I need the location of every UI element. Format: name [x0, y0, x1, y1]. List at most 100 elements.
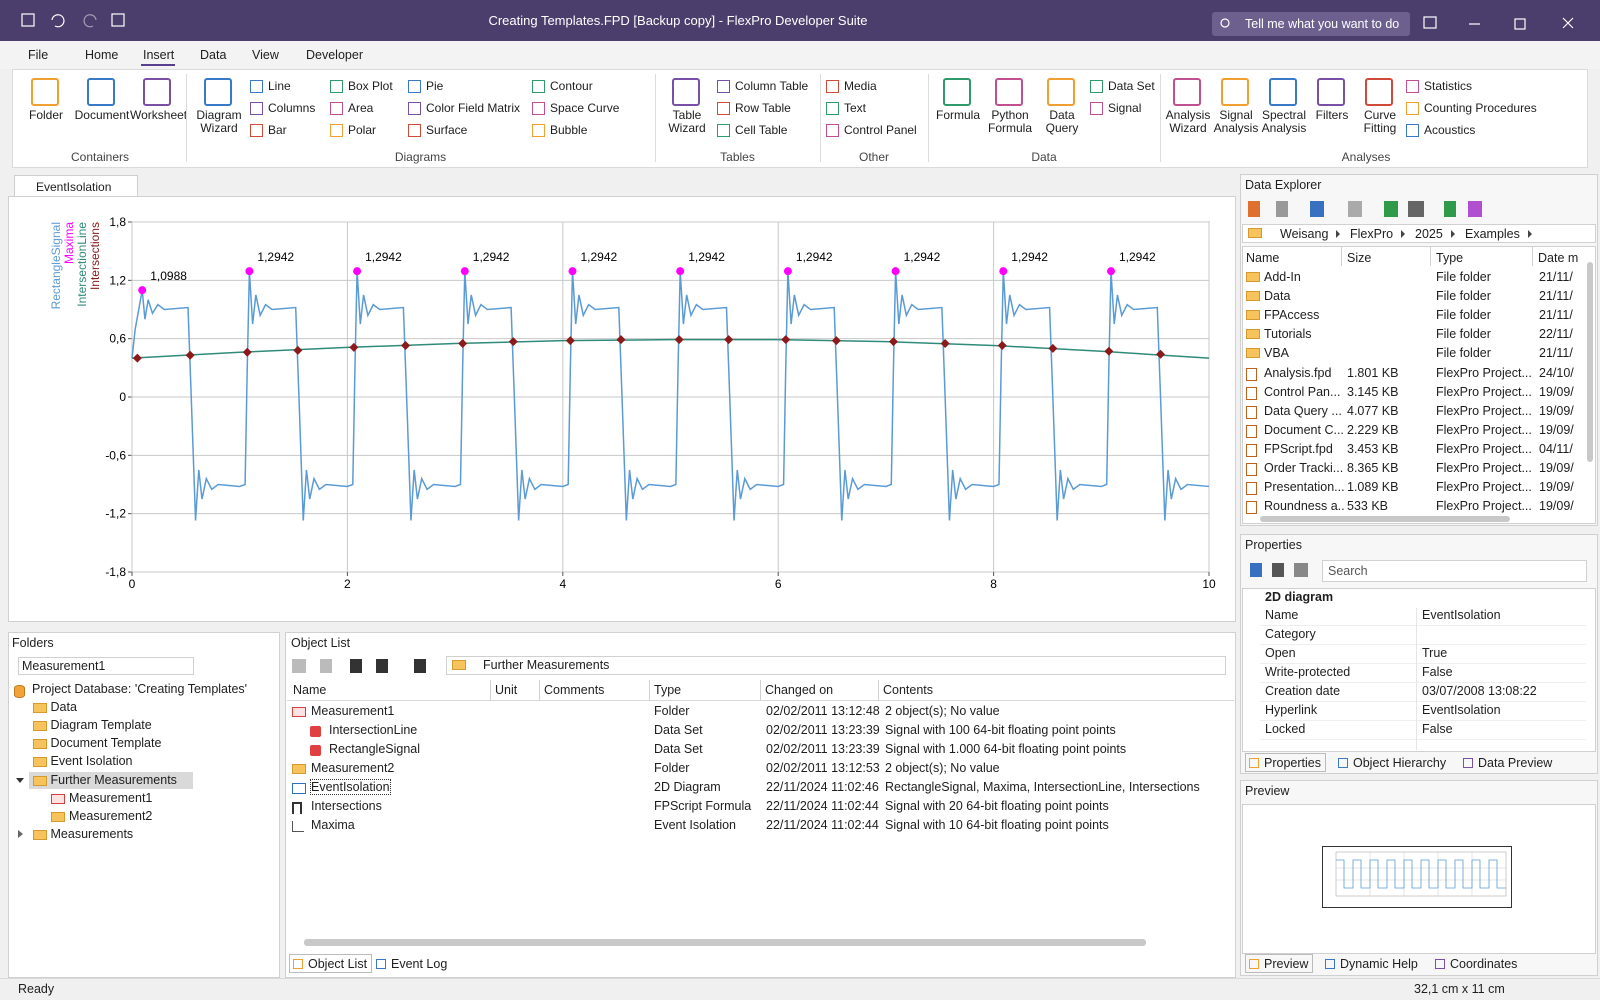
column-header[interactable]: Type — [1436, 251, 1463, 265]
tree-item[interactable]: Document Template — [51, 736, 162, 750]
object-name[interactable]: Intersections — [311, 799, 382, 813]
tree-item[interactable]: Measurement2 — [69, 809, 152, 823]
panel-tab[interactable]: Coordinates — [1450, 957, 1517, 971]
ribbon-button[interactable]: Filters — [1308, 109, 1356, 122]
ribbon-item[interactable]: Polar — [348, 123, 376, 137]
ribbon-item[interactable]: Cell Table — [735, 123, 787, 137]
ribbon-button[interactable]: Curve Fitting — [1356, 109, 1404, 135]
column-header[interactable]: Date m — [1538, 251, 1578, 265]
column-header[interactable]: Type — [654, 683, 681, 697]
tree-item[interactable]: Measurements — [51, 827, 134, 841]
expander[interactable] — [18, 830, 23, 838]
panel-tab[interactable]: Dynamic Help — [1340, 957, 1418, 971]
object-name[interactable]: Measurement2 — [311, 761, 394, 775]
ribbon-button[interactable]: Signal Analysis — [1212, 109, 1260, 135]
property-value[interactable]: EventIsolation — [1422, 608, 1501, 622]
column-header[interactable]: Size — [1347, 251, 1371, 265]
property-value[interactable]: True — [1422, 646, 1447, 660]
panel-tab[interactable]: Event Log — [391, 957, 447, 971]
ribbon-button[interactable]: Diagram Wizard — [190, 109, 248, 135]
column-header[interactable]: Name — [293, 683, 326, 697]
ribbon-item[interactable]: Bar — [268, 123, 287, 137]
maximize-button[interactable] — [1515, 19, 1525, 29]
close-button[interactable] — [1563, 18, 1573, 28]
ribbon-item[interactable]: Color Field Matrix — [426, 101, 520, 115]
column-header[interactable]: Changed on — [765, 683, 833, 697]
ribbon-item[interactable]: Text — [844, 101, 866, 115]
file-name[interactable]: Document C... — [1264, 423, 1344, 437]
redo-icon[interactable] — [84, 15, 96, 27]
property-value[interactable]: False — [1422, 665, 1453, 679]
tree-item[interactable]: Further Measurements — [51, 773, 177, 787]
ribbon-item[interactable]: Column Table — [735, 79, 808, 93]
file-name[interactable]: Tutorials — [1264, 327, 1344, 341]
tree-item[interactable]: Diagram Template — [51, 718, 152, 732]
object-name[interactable]: IntersectionLine — [329, 723, 417, 737]
property-value[interactable]: EventIsolation — [1422, 703, 1501, 717]
menu-tab[interactable]: Insert — [143, 48, 174, 62]
breadcrumb-item[interactable]: Weisang — [1280, 227, 1328, 241]
ribbon-item[interactable]: Signal — [1108, 101, 1141, 115]
panel-tab[interactable]: Object Hierarchy — [1353, 756, 1446, 770]
breadcrumb-item[interactable]: Examples — [1465, 227, 1520, 241]
ribbon-display-button[interactable] — [1424, 17, 1436, 28]
file-name[interactable]: Order Tracki... — [1264, 461, 1344, 475]
menu-tab[interactable]: Developer — [306, 48, 363, 62]
object-name[interactable]: EventIsolation — [311, 780, 390, 794]
file-name[interactable]: Roundness a... — [1264, 499, 1344, 513]
ribbon-item[interactable]: Columns — [268, 101, 315, 115]
object-name[interactable]: RectangleSignal — [329, 742, 420, 756]
column-header[interactable]: Unit — [495, 683, 517, 697]
tree-item[interactable]: Measurement1 — [69, 791, 152, 805]
ribbon-item[interactable]: Area — [348, 101, 373, 115]
ribbon-button[interactable]: Table Wizard — [659, 109, 715, 135]
column-header[interactable]: Comments — [544, 683, 604, 697]
tree-item[interactable]: Data — [51, 700, 77, 714]
ribbon-item[interactable]: Row Table — [735, 101, 791, 115]
qat-icon[interactable] — [22, 14, 34, 26]
ribbon-item[interactable]: Acoustics — [1424, 123, 1475, 137]
horizontal-scrollbar[interactable] — [304, 939, 1146, 946]
ribbon-item[interactable]: Media — [844, 79, 877, 93]
ribbon-button[interactable]: Data Query — [1036, 109, 1088, 135]
file-name[interactable]: FPAccess — [1264, 308, 1344, 322]
menu-tab[interactable]: File — [28, 48, 48, 62]
column-header[interactable]: Name — [1246, 251, 1279, 265]
breadcrumb-item[interactable]: 2025 — [1415, 227, 1443, 241]
column-header[interactable]: Contents — [883, 683, 933, 697]
property-value[interactable]: False — [1422, 722, 1453, 736]
file-name[interactable]: Data — [1264, 289, 1344, 303]
ribbon-item[interactable]: Contour — [550, 79, 593, 93]
tree-item[interactable]: Project Database: 'Creating Templates' — [32, 682, 247, 696]
menu-tab[interactable]: Data — [200, 48, 226, 62]
ribbon-button[interactable]: Python Formula — [984, 109, 1036, 135]
file-name[interactable]: Analysis.fpd — [1264, 366, 1344, 380]
menu-tab[interactable]: View — [252, 48, 279, 62]
ribbon-button[interactable]: Worksheet — [130, 109, 186, 122]
ribbon-item[interactable]: Bubble — [550, 123, 587, 137]
file-name[interactable]: Control Pan... — [1264, 385, 1344, 399]
ribbon-item[interactable]: Statistics — [1424, 79, 1472, 93]
file-name[interactable]: Presentation... — [1264, 480, 1344, 494]
qat-icon[interactable] — [112, 14, 124, 26]
tree-item[interactable]: Event Isolation — [51, 754, 133, 768]
menu-tab[interactable]: Home — [85, 48, 118, 62]
ribbon-button[interactable]: Spectral Analysis — [1260, 109, 1308, 135]
property-value[interactable]: 03/07/2008 13:08:22 — [1422, 684, 1537, 698]
ribbon-item[interactable]: Counting Procedures — [1424, 101, 1537, 115]
file-name[interactable]: Data Query ... — [1264, 404, 1344, 418]
path-segment[interactable]: Further Measurements — [483, 658, 609, 672]
ribbon-item[interactable]: Control Panel — [844, 123, 917, 137]
ribbon-button[interactable]: Document — [74, 109, 130, 122]
object-name[interactable]: Measurement1 — [311, 704, 394, 718]
ribbon-button[interactable]: Formula — [932, 109, 984, 122]
file-name[interactable]: VBA — [1264, 346, 1344, 360]
undo-icon[interactable] — [52, 15, 64, 27]
ribbon-button[interactable]: Folder — [18, 109, 74, 122]
ribbon-item[interactable]: Space Curve — [550, 101, 619, 115]
file-name[interactable]: FPScript.fpd — [1264, 442, 1344, 456]
ribbon-button[interactable]: Analysis Wizard — [1164, 109, 1212, 135]
ribbon-item[interactable]: Pie — [426, 79, 443, 93]
object-name[interactable]: Maxima — [311, 818, 355, 832]
ribbon-item[interactable]: Line — [268, 79, 291, 93]
